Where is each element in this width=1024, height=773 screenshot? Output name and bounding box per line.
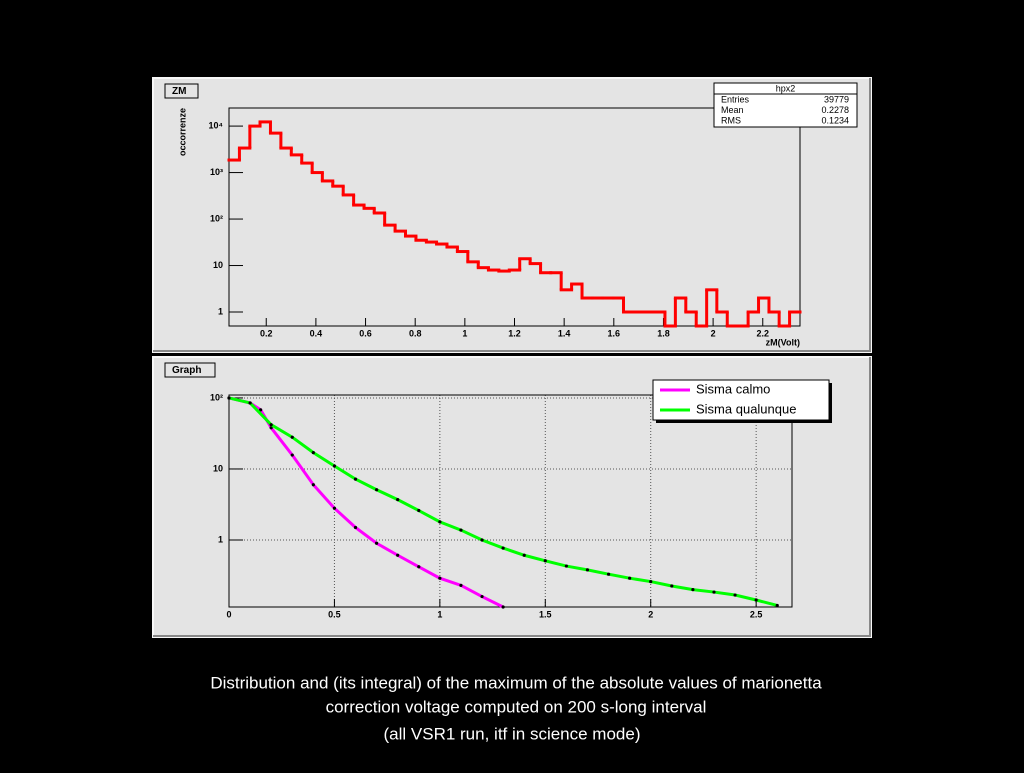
- data-point: [628, 576, 632, 580]
- data-point: [269, 426, 273, 430]
- legend-label: Sisma qualunque: [696, 401, 796, 416]
- data-point: [248, 401, 252, 405]
- stats-key: RMS: [721, 115, 741, 125]
- x-axis-title: zM(Volt): [766, 337, 800, 347]
- data-point: [375, 541, 379, 545]
- plot-frame: [228, 394, 793, 608]
- data-point: [353, 477, 358, 481]
- caption-line: correction voltage computed on 200 s-lon…: [326, 697, 707, 716]
- data-point: [227, 396, 231, 400]
- x-tick-label: 0.8: [409, 328, 422, 338]
- x-tick-label: 0.5: [328, 609, 341, 619]
- data-point: [733, 593, 737, 597]
- x-tick-label: 0: [226, 609, 231, 619]
- stats-value: 0.2278: [821, 105, 849, 115]
- data-point: [375, 488, 379, 492]
- x-tick-label: 1.2: [508, 328, 521, 338]
- x-tick-label: 2: [648, 609, 653, 619]
- data-point: [712, 590, 716, 594]
- data-point: [459, 528, 463, 532]
- legend-label: Sisma calmo: [696, 381, 770, 396]
- x-tick-label: 0.6: [359, 328, 372, 338]
- stats-key: Mean: [721, 105, 744, 115]
- stats-title: hpx2: [776, 83, 796, 93]
- x-tick-label: 1: [437, 609, 442, 619]
- data-point: [459, 583, 463, 587]
- stats-key: Entries: [721, 94, 750, 104]
- stats-box: [713, 82, 858, 128]
- data-point: [670, 584, 674, 588]
- data-point: [290, 453, 294, 457]
- data-point: [259, 408, 263, 412]
- data-point: [290, 435, 294, 439]
- y-tick-label: 10²: [210, 213, 223, 223]
- y-tick-label: 1: [218, 306, 223, 316]
- data-point: [606, 572, 611, 576]
- data-point: [417, 508, 421, 513]
- data-point: [438, 520, 442, 524]
- data-point: [311, 451, 315, 455]
- x-tick-label: 2.5: [750, 609, 763, 619]
- data-point: [480, 538, 484, 542]
- x-tick-label: 1.8: [657, 328, 670, 338]
- y-tick-label: 10²: [210, 392, 223, 402]
- stats-value: 0.1234: [821, 115, 849, 125]
- caption-line: (all VSR1 run, itf in science mode): [384, 724, 641, 743]
- legend-box: [652, 379, 830, 421]
- data-point: [353, 525, 358, 530]
- x-tick-label: 0.4: [310, 328, 323, 338]
- data-point: [522, 553, 526, 557]
- data-point: [543, 559, 547, 563]
- pad-label: Graph: [172, 365, 201, 376]
- y-axis-title: occorrenze: [177, 108, 187, 156]
- data-point: [754, 598, 758, 602]
- y-tick-label: 1: [218, 534, 223, 544]
- data-point: [691, 588, 695, 592]
- data-point: [501, 546, 505, 550]
- y-tick-label: 10⁴: [209, 120, 223, 130]
- pad-label-box: [164, 83, 199, 99]
- x-tick-label: 0.2: [260, 328, 273, 338]
- x-tick-label: 1.6: [608, 328, 621, 338]
- data-point: [438, 576, 442, 580]
- data-point: [269, 423, 273, 427]
- y-tick-label: 10: [213, 260, 223, 270]
- data-point: [564, 564, 568, 568]
- pad-label-box: [164, 362, 216, 378]
- data-point: [396, 553, 400, 557]
- data-point: [311, 483, 315, 487]
- stats-value: 39779: [824, 94, 849, 104]
- x-tick-label: 2.2: [757, 328, 770, 338]
- caption-line: Distribution and (its integral) of the m…: [210, 673, 822, 692]
- data-point: [480, 594, 484, 599]
- y-tick-label: 10: [213, 463, 223, 473]
- data-point: [332, 464, 337, 468]
- x-tick-label: 1.4: [558, 328, 571, 338]
- data-point: [332, 506, 337, 510]
- data-point: [396, 498, 400, 502]
- data-point: [775, 603, 779, 608]
- y-tick-label: 10³: [210, 167, 223, 177]
- data-point: [501, 605, 505, 609]
- data-point: [649, 579, 653, 584]
- x-tick-label: 2: [711, 328, 716, 338]
- pad-label: ZM: [172, 86, 186, 97]
- x-tick-label: 1: [462, 328, 467, 338]
- x-tick-label: 1.5: [539, 609, 552, 619]
- data-point: [417, 565, 421, 569]
- data-point: [585, 568, 590, 572]
